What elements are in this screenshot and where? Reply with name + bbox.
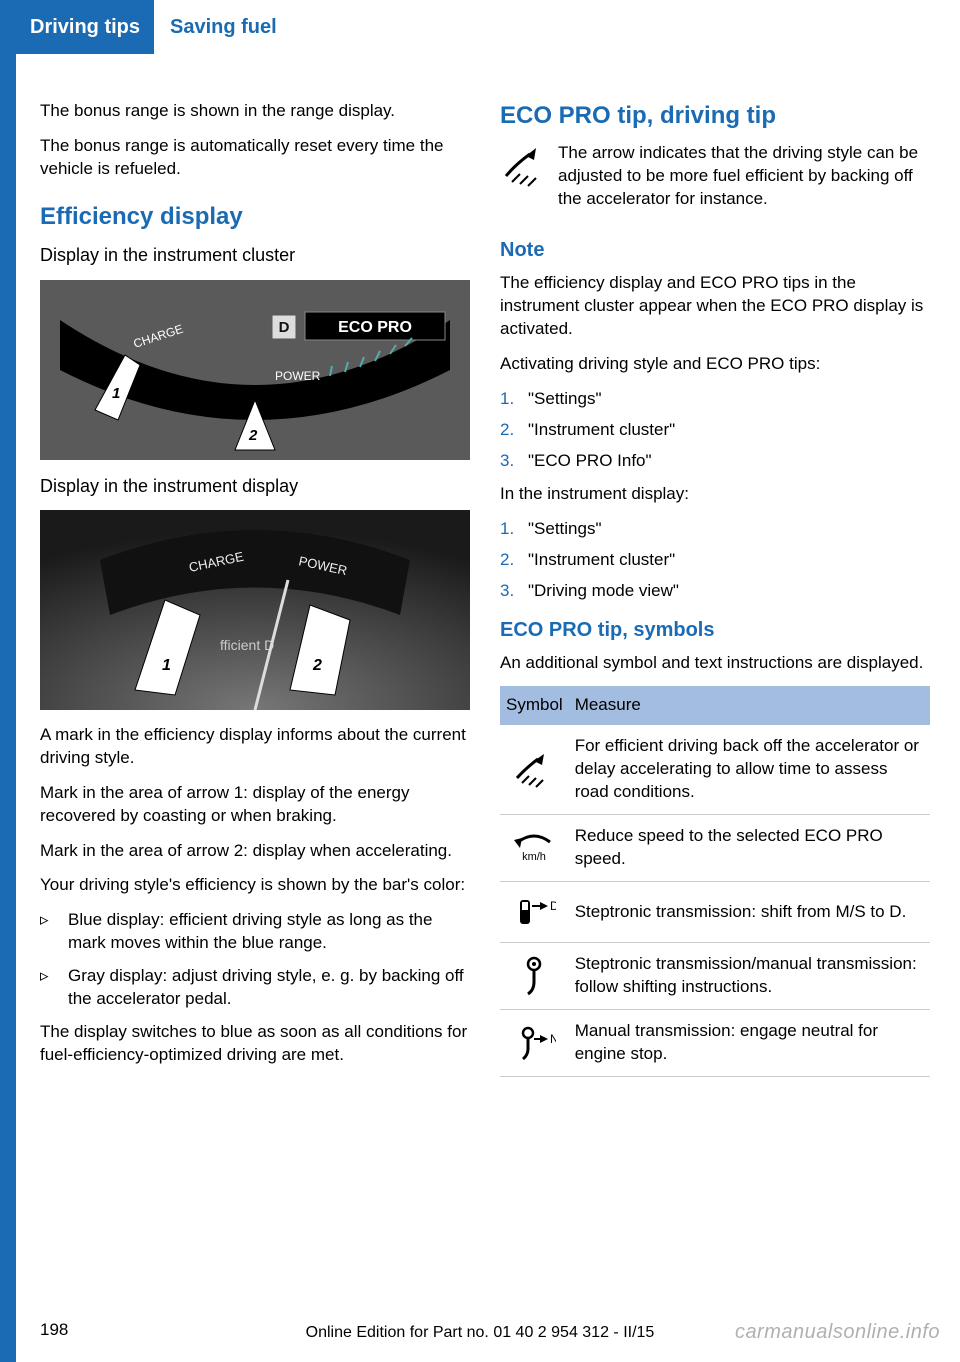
table-header-symbol: Symbol — [500, 686, 569, 725]
bullet-list: Blue display: efficient driving style as… — [40, 909, 470, 1011]
speed-icon: km/h — [500, 815, 569, 882]
table-row: Steptronic transmission/manual transmiss… — [500, 943, 930, 1010]
svg-text:km/h: km/h — [522, 851, 546, 863]
body-text: Your driving style's efficiency is shown… — [40, 874, 470, 897]
heading-note: Note — [500, 237, 930, 264]
eco-tip-block: The arrow indicates that the driving sty… — [500, 142, 930, 223]
body-text: Mark in the area of arrow 2: display whe… — [40, 840, 470, 863]
table-cell: For efficient driving back off the accel… — [569, 725, 930, 814]
body-text: The efficiency display and ECO PRO tips … — [500, 272, 930, 341]
arrow-1-label: 1 — [112, 385, 120, 402]
table-cell: Manual transmission: engage neutral for … — [569, 1009, 930, 1076]
eco-pro-label: ECO PRO — [338, 319, 412, 336]
arrow-2-label: 2 — [248, 427, 258, 444]
body-text: An additional symbol and text instructio… — [500, 652, 930, 675]
arrow-1-label: 1 — [162, 657, 171, 674]
page-content: The bonus range is shown in the range di… — [40, 100, 930, 1079]
symbol-table: Symbol Measure For efficient driving bac… — [500, 686, 930, 1076]
list-item: 1."Settings" — [500, 518, 930, 541]
body-text: The arrow indicates that the driving sty… — [500, 142, 930, 211]
neutral-icon: N — [500, 1009, 569, 1076]
numbered-list: 1."Settings" 2."Instrument cluster" 3."E… — [500, 388, 930, 473]
table-row: N Manual transmission: engage neutral fo… — [500, 1009, 930, 1076]
accelerator-icon — [500, 144, 548, 195]
svg-text:D: D — [550, 899, 556, 913]
list-item-label: "ECO PRO Info" — [528, 451, 652, 470]
table-cell: Reduce speed to the selected ECO PRO spe… — [569, 815, 930, 882]
heading-efficiency-display: Efficiency display — [40, 201, 470, 233]
heading-eco-symbols: ECO PRO tip, symbols — [500, 617, 930, 644]
list-item-label: "Settings" — [528, 519, 602, 538]
arrow-2-label: 2 — [312, 657, 322, 674]
heading-eco-pro-tip: ECO PRO tip, driving tip — [500, 100, 930, 132]
table-cell: Steptronic transmission: shift from M/S … — [569, 882, 930, 943]
subheading: Display in the instrument cluster — [40, 243, 470, 267]
list-item: 2."Instrument cluster" — [500, 549, 930, 572]
list-item: Gray display: adjust driving style, e. g… — [40, 965, 470, 1011]
table-row: For efficient driving back off the accel… — [500, 725, 930, 814]
header-section-label: Saving fuel — [170, 0, 277, 54]
body-text: In the instrument display: — [500, 483, 930, 506]
body-text: A mark in the efficiency display informs… — [40, 724, 470, 770]
body-text: Mark in the area of arrow 1: display of … — [40, 782, 470, 828]
body-text: The bonus range is automatically reset e… — [40, 135, 470, 181]
gear-d-label: D — [279, 319, 290, 336]
shift-lever-icon — [500, 943, 569, 1010]
table-header-row: Symbol Measure — [500, 686, 930, 725]
list-item: 3."ECO PRO Info" — [500, 450, 930, 473]
watermark: carmanualsonline.info — [735, 1321, 940, 1344]
figure-instrument-cluster: D ECO PRO CHARGE POWER 1 2 — [40, 280, 470, 460]
list-item: Blue display: efficient driving style as… — [40, 909, 470, 955]
table-header-measure: Measure — [569, 686, 930, 725]
body-text: The bonus range is shown in the range di… — [40, 100, 470, 123]
efficient-label: fficient D — [220, 637, 274, 653]
figure-instrument-display: CHARGE POWER fficient D 1 2 — [40, 510, 470, 710]
table-cell: Steptronic transmission/manual transmiss… — [569, 943, 930, 1010]
page-spine — [0, 0, 16, 1362]
left-column: The bonus range is shown in the range di… — [40, 100, 470, 1079]
right-column: ECO PRO tip, driving tip The arrow indic… — [500, 100, 930, 1079]
list-item-label: "Instrument cluster" — [528, 420, 675, 439]
table-row: D Steptronic transmission: shift from M/… — [500, 882, 930, 943]
svg-text:N: N — [550, 1032, 556, 1046]
list-item-label: "Settings" — [528, 389, 602, 408]
list-item: 2."Instrument cluster" — [500, 419, 930, 442]
header-chapter-label: Driving tips — [30, 16, 140, 39]
list-item-label: "Driving mode view" — [528, 581, 679, 600]
power-label: POWER — [275, 369, 321, 383]
subheading: Display in the instrument display — [40, 474, 470, 498]
list-item-label: "Instrument cluster" — [528, 550, 675, 569]
table-row: km/h Reduce speed to the selected ECO PR… — [500, 815, 930, 882]
list-item: 1."Settings" — [500, 388, 930, 411]
body-text: Activating driving style and ECO PRO tip… — [500, 353, 930, 376]
body-text: The display switches to blue as soon as … — [40, 1021, 470, 1067]
numbered-list: 1."Settings" 2."Instrument cluster" 3."D… — [500, 518, 930, 603]
list-item: 3."Driving mode view" — [500, 580, 930, 603]
shift-d-icon: D — [500, 882, 569, 943]
header-chapter-bar: Driving tips — [16, 0, 154, 54]
accelerator-icon — [500, 725, 569, 814]
